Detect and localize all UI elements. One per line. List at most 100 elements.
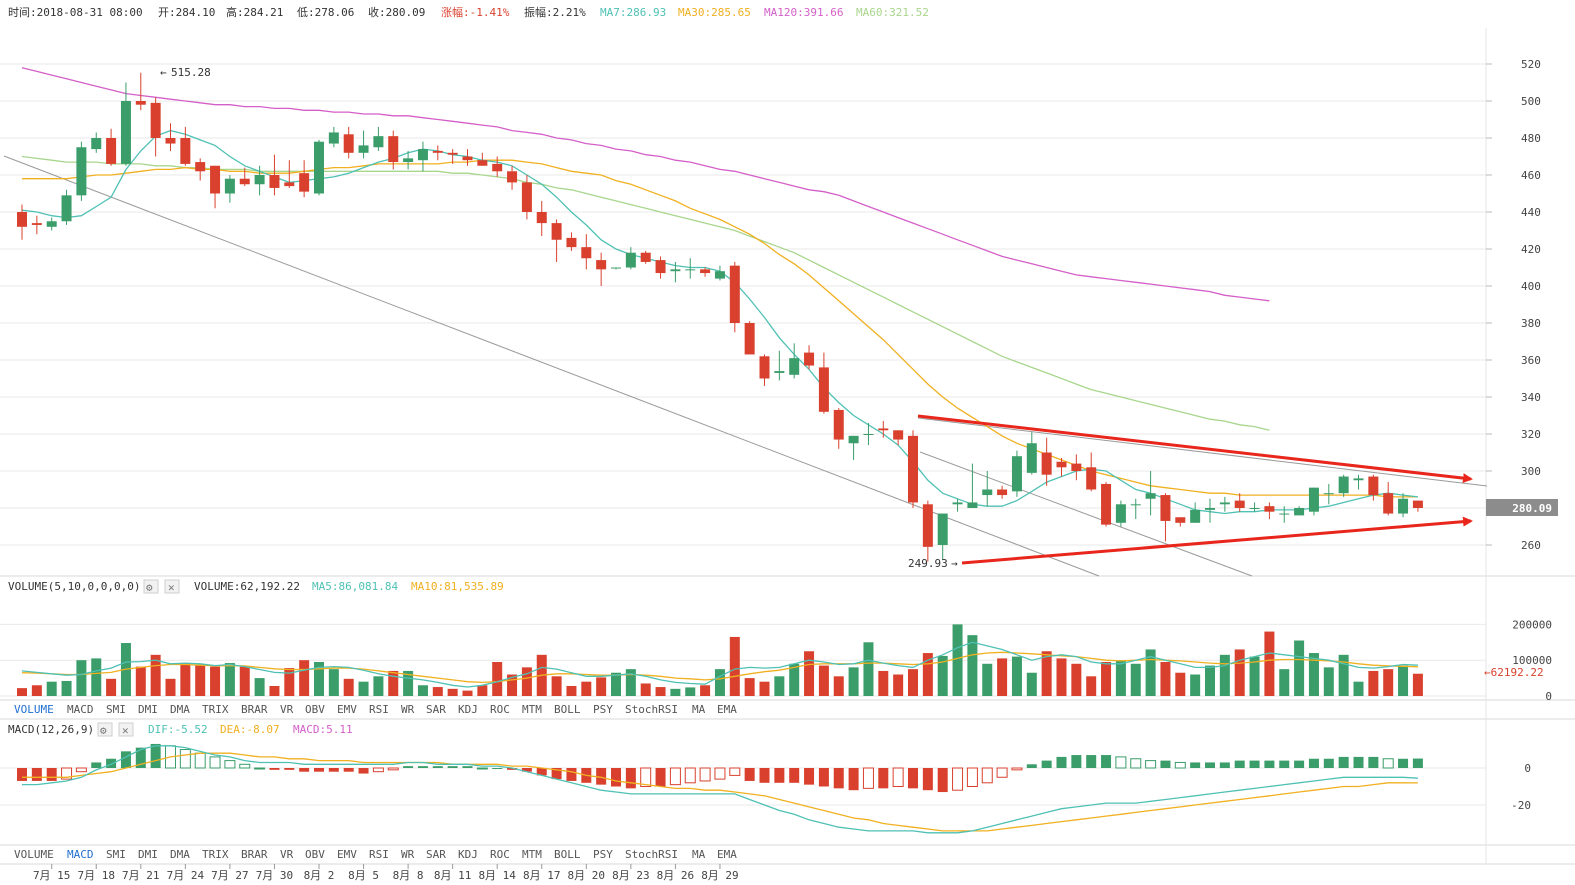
tab-boll[interactable]: BOLL [554,848,581,861]
date-label: 7月 27 [211,869,249,882]
macd-bar [1086,755,1097,768]
tab-rsi[interactable]: RSI [369,703,389,716]
candle [789,343,800,379]
tab-sar[interactable]: SAR [426,848,446,861]
tab-obv[interactable]: OBV [305,848,325,861]
candle-body [1368,476,1379,496]
tab-obv[interactable]: OBV [305,703,325,716]
macd-dif-line [22,745,1418,834]
tab-ema[interactable]: EMA [717,848,737,861]
macd-panel-header: MACD(12,26,9) ⚙ ✕ DIF:-5.52 DEA:-8.07 MA… [8,722,353,737]
candle-body [17,212,27,227]
tab-stochrsi[interactable]: StochRSI [625,703,678,716]
volume-bar [1071,663,1082,696]
candlesticks[interactable] [17,72,1423,562]
tab-stochrsi[interactable]: StochRSI [625,848,678,861]
tab-mtm[interactable]: MTM [522,703,542,716]
tab-roc[interactable]: ROC [490,703,510,716]
macd-settings-button[interactable] [97,722,113,737]
candle-body [328,132,339,144]
tab-wr[interactable]: WR [401,703,415,716]
candle [759,354,770,386]
macd-bar [224,760,236,769]
gear-icon[interactable]: ⚙ [146,581,153,594]
tab-ema[interactable]: EMA [717,703,737,716]
tab-mtm[interactable]: MTM [522,848,542,861]
tab-dma[interactable]: DMA [170,848,190,861]
tab-kdj[interactable]: KDJ [458,848,478,861]
volume-panel-header: VOLUME(5,10,0,0,0,0) ⚙ ✕ VOLUME:62,192.2… [8,579,504,594]
tab-rsi[interactable]: RSI [369,848,389,861]
tab-vr[interactable]: VR [280,848,294,861]
macd-bar [611,768,621,787]
volume-bar [373,676,384,696]
indicator-tabs-bottom[interactable]: VOLUME MACD SMI DMI DMA TRIX BRAR VR OBV EMV RSI WR… [14,848,737,861]
tab-emv[interactable]: EMV [337,848,357,861]
tab-brar[interactable]: BRAR [241,703,268,716]
volume-bar [91,658,102,696]
tab-dma[interactable]: DMA [170,703,190,716]
macd-bar [1056,756,1067,768]
volume-bar [997,658,1008,696]
tab-ma[interactable]: MA [692,848,706,861]
candle [1011,450,1022,497]
macd-bar [981,767,993,784]
tab-boll[interactable]: BOLL [554,703,581,716]
close-icon[interactable]: ✕ [122,724,129,737]
tab-trix[interactable]: TRIX [202,848,229,861]
candle [833,408,844,449]
tab-kdj[interactable]: KDJ [458,703,478,716]
tab-ma[interactable]: MA [692,703,706,716]
candle [388,130,399,170]
tab-roc[interactable]: ROC [490,848,510,861]
macd-bar [640,767,652,787]
macd-bar [1071,755,1082,768]
volume-settings-button[interactable] [143,579,159,594]
tab-dmi[interactable]: DMI [138,848,158,861]
volume-bar [1279,669,1290,696]
tab-wr[interactable]: WR [401,848,415,861]
tab-brar[interactable]: BRAR [241,848,268,861]
macd-bar [1115,756,1127,769]
tab-smi[interactable]: SMI [106,703,126,716]
candle [314,139,324,196]
macd-bar [1368,756,1379,768]
volume-bar [833,676,844,696]
gear-icon[interactable]: ⚙ [100,724,107,737]
tab-sar[interactable]: SAR [426,703,446,716]
candle-body [1264,506,1275,512]
price-tick-label: 480 [1521,132,1541,145]
tab-macd[interactable]: MACD [67,848,94,861]
macd-bar [1160,760,1171,768]
tab-psy[interactable]: PSY [593,703,613,716]
candle-body [388,136,399,163]
macd-bar [209,756,221,769]
tab-volume[interactable]: VOLUME [14,848,54,861]
tab-emv[interactable]: EMV [337,703,357,716]
tab-trix[interactable]: TRIX [202,703,229,716]
indicator-tabs-top[interactable]: VOLUME MACD SMI DMI DMA TRIX BRAR VR OBV EMV RSI WR… [14,703,737,716]
candle-body [908,435,918,503]
candle-body [848,435,859,444]
macd-close-button[interactable] [118,722,134,737]
ma30-line [22,159,1418,498]
change-label: 涨幅:-1.41% [441,6,510,19]
candle [17,204,27,240]
tab-volume[interactable]: VOLUME [14,703,54,716]
candle-body [685,269,696,271]
candle-body [611,267,621,269]
candle [210,165,221,209]
tab-dmi[interactable]: DMI [138,703,158,716]
macd-bar [1234,760,1245,768]
tab-smi[interactable]: SMI [106,848,126,861]
candle-body [566,237,577,248]
tab-macd[interactable]: MACD [67,703,94,716]
close-icon[interactable]: ✕ [168,581,175,594]
candle [625,247,636,270]
volume-bar [165,678,176,696]
volume-close-button[interactable] [164,579,180,594]
candle-body [224,178,235,194]
tab-psy[interactable]: PSY [593,848,613,861]
tab-vr[interactable]: VR [280,703,294,716]
